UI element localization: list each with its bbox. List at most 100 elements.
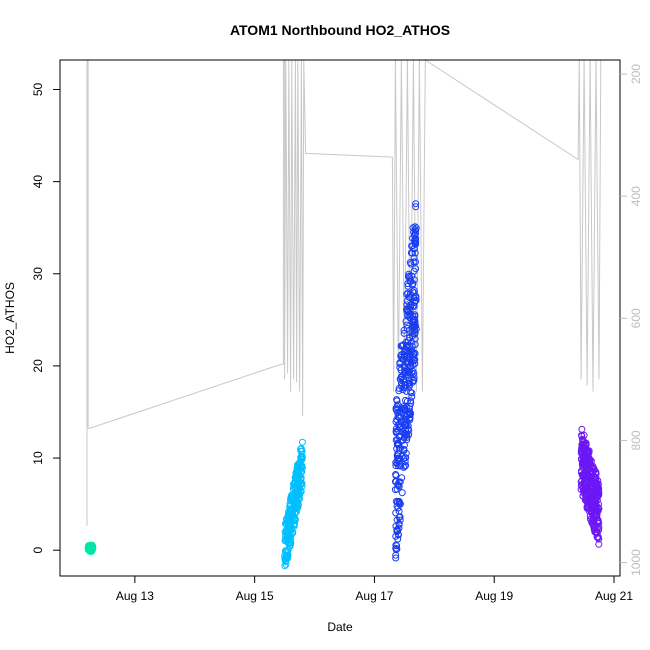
right-tick-label: 600 (629, 308, 643, 328)
data-point (400, 445, 408, 453)
data-point (392, 554, 400, 562)
data-point (591, 507, 599, 514)
data-point (410, 289, 418, 297)
data-point (412, 265, 420, 273)
data-point (407, 300, 415, 308)
data-point (396, 516, 404, 524)
data-point (580, 455, 588, 463)
data-point (410, 321, 417, 329)
right-tick-label: 200 (629, 64, 643, 84)
data-point (401, 363, 409, 371)
data-point (393, 542, 401, 550)
data-point (411, 335, 419, 343)
plot-area-frame (59, 59, 621, 577)
data-point (409, 378, 417, 386)
x-tick-label: Aug 15 (236, 589, 274, 603)
data-point (407, 249, 415, 257)
y-axis-label: HO2_ATHOS (3, 282, 17, 354)
data-point (395, 457, 403, 465)
data-point (406, 311, 414, 319)
data-point (402, 461, 410, 469)
x-tick-label: Aug 21 (595, 589, 633, 603)
data-point (400, 441, 408, 449)
data-point (407, 399, 415, 407)
data-point (289, 506, 297, 514)
data-point (394, 401, 402, 409)
data-point (392, 462, 400, 470)
data-point (412, 203, 420, 211)
data-point (392, 546, 400, 554)
data-point (403, 297, 411, 305)
data-point (400, 429, 408, 437)
x-axis: Aug 13 Aug 15 Aug 17 Aug 19 Aug 21 (116, 575, 633, 603)
data-point (395, 454, 403, 462)
data-point (394, 439, 402, 447)
data-point (577, 478, 585, 486)
y-tick-label: 0 (31, 547, 45, 554)
data-point (396, 359, 404, 367)
data-point (590, 521, 598, 529)
data-point (394, 530, 402, 538)
y-tick-label: 40 (31, 175, 45, 189)
data-point (411, 226, 419, 234)
data-point (409, 224, 417, 232)
series-3 (391, 200, 420, 562)
data-point (281, 554, 289, 562)
data-point (398, 351, 405, 359)
data-point (400, 384, 408, 392)
data-point (293, 475, 300, 483)
data-point (284, 523, 292, 531)
data-point (587, 485, 595, 493)
y-axis: 0 10 20 30 40 50 (31, 82, 60, 554)
data-point (412, 296, 420, 304)
y-tick-label: 30 (31, 267, 45, 281)
data-point (412, 234, 420, 242)
data-point (590, 525, 598, 533)
data-point (398, 342, 406, 350)
data-point (407, 357, 415, 365)
altitude-line (86, 59, 602, 526)
data-point (394, 421, 402, 429)
data-point (395, 520, 403, 528)
data-point (395, 387, 403, 395)
data-point (284, 547, 292, 555)
data-point (399, 341, 407, 349)
data-point (407, 303, 414, 311)
data-point (290, 493, 298, 501)
data-point (409, 318, 417, 326)
data-point (586, 490, 594, 498)
data-point (592, 476, 600, 484)
data-point (408, 393, 416, 400)
data-point (402, 366, 409, 374)
data-point (412, 258, 419, 266)
data-point (579, 437, 587, 444)
data-point (401, 407, 409, 415)
data-point (402, 425, 410, 433)
data-point (399, 405, 407, 413)
right-axis: 200 400 600 800 1000 (620, 64, 643, 576)
data-point (591, 500, 599, 507)
x-tick-label: Aug 19 (475, 589, 513, 603)
data-point (409, 242, 417, 250)
data-point (392, 436, 400, 444)
data-point (409, 280, 417, 288)
data-point (394, 482, 402, 490)
data-point (297, 488, 305, 496)
data-point (590, 512, 598, 519)
y-tick-label: 20 (31, 359, 45, 373)
data-point (396, 364, 404, 371)
data-point (395, 498, 403, 506)
data-point (393, 396, 401, 404)
data-point (398, 489, 406, 497)
data-point (395, 507, 403, 515)
data-point (400, 329, 408, 337)
data-point (394, 449, 402, 457)
data-point (400, 326, 408, 334)
data-point (578, 477, 586, 485)
series-2 (281, 438, 306, 570)
series-4 (577, 425, 603, 548)
data-point (406, 290, 414, 298)
data-point (585, 458, 593, 466)
right-tick-label: 800 (629, 430, 643, 450)
data-point (392, 425, 400, 433)
